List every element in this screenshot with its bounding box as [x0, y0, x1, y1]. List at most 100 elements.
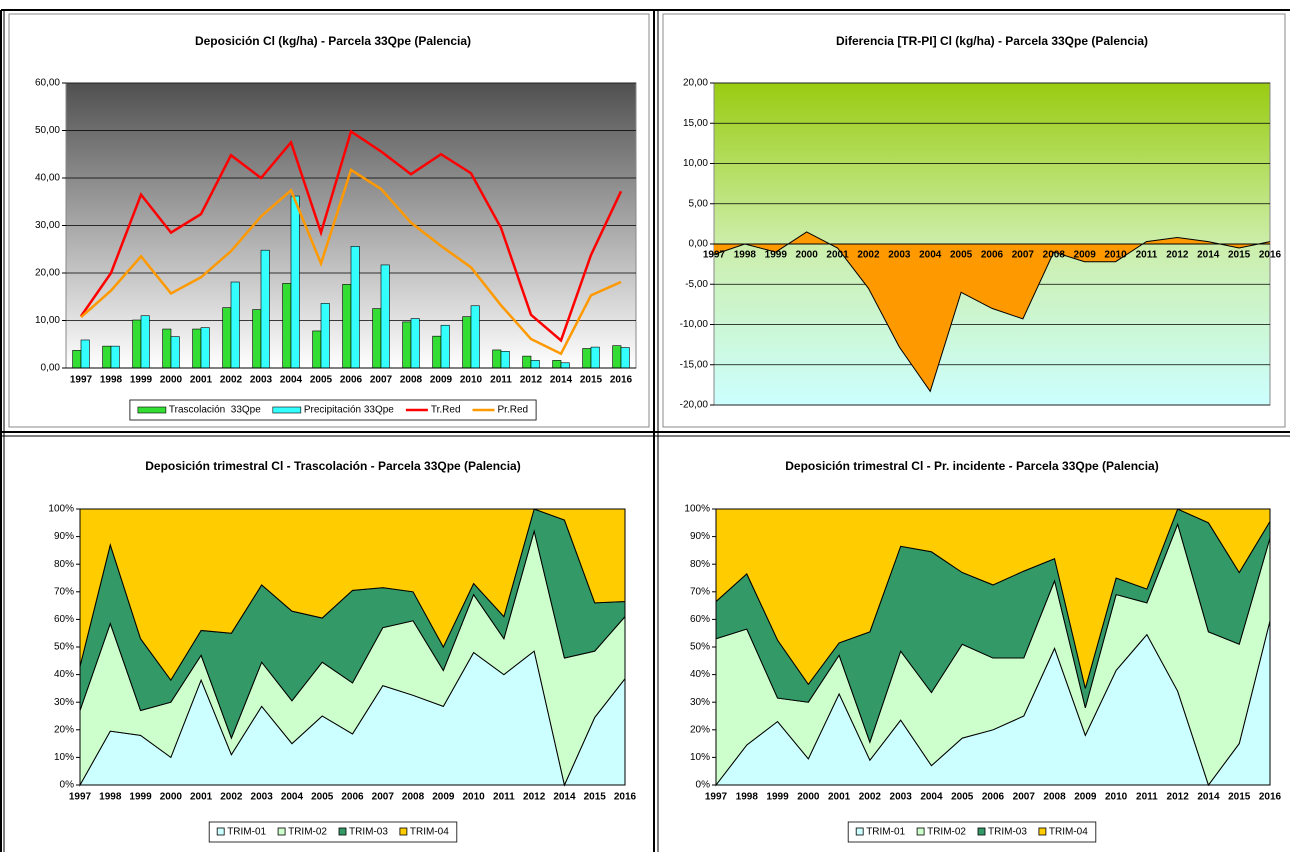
x-tick-label: 2004 — [919, 250, 942, 261]
y-tick-label: 20,00 — [683, 78, 708, 89]
bar — [492, 349, 502, 369]
legend-label: Pr.Red — [498, 405, 529, 416]
x-tick-label: 2004 — [281, 792, 304, 803]
y-tick-label: 50% — [54, 642, 74, 653]
x-tick-label: 2000 — [797, 792, 820, 803]
legend-swatch — [272, 406, 302, 414]
legend-label: TRIM-01 — [866, 827, 905, 838]
legend-label: TRIM-04 — [1049, 827, 1088, 838]
bar — [522, 355, 532, 369]
x-tick-label: 2002 — [859, 792, 882, 803]
x-tick-label: 2003 — [250, 375, 273, 386]
x-tick-label: 2002 — [857, 250, 880, 261]
x-tick-label: 2001 — [828, 792, 851, 803]
y-tick-label: 100% — [48, 504, 74, 515]
x-tick-label: 2002 — [220, 792, 243, 803]
y-tick-label: 60% — [690, 614, 710, 625]
y-tick-label: 80% — [690, 559, 710, 570]
x-tick-label: 2004 — [920, 792, 943, 803]
x-tick-label: 2008 — [1043, 250, 1066, 261]
bar — [102, 345, 112, 369]
y-tick-label: 10% — [690, 752, 710, 763]
bar — [290, 195, 300, 369]
bar — [230, 281, 240, 369]
x-tick-label: 2014 — [553, 792, 576, 803]
x-tick-label: 1997 — [70, 375, 93, 386]
bar — [552, 360, 562, 369]
legend: Trascolación 33Qpe Precipitación 33Qpe Tr.… — [137, 405, 529, 416]
x-tick-label: 1999 — [766, 792, 789, 803]
bar — [620, 347, 630, 369]
x-tick-label: 2005 — [311, 792, 334, 803]
legend: TRIM-01 TRIM-02 TRIM-03 TRIM-04 — [855, 827, 1088, 838]
legend: TRIM-01 TRIM-02 TRIM-03 TRIM-04 — [216, 827, 449, 838]
y-tick-label: 20,00 — [35, 268, 60, 279]
y-tick-label: 0% — [60, 780, 75, 791]
bar — [342, 284, 352, 369]
x-tick-label: 2015 — [1228, 250, 1251, 261]
y-tick-label: -5,00 — [685, 279, 708, 290]
x-tick-label: 2001 — [826, 250, 849, 261]
x-tick-label: 2011 — [1136, 250, 1158, 261]
x-tick-label: 2006 — [341, 792, 364, 803]
bar — [372, 308, 382, 369]
x-tick-label: 1997 — [705, 792, 728, 803]
bar — [170, 336, 180, 369]
bar — [72, 350, 82, 369]
x-tick-label: 2009 — [430, 375, 453, 386]
legend-swatch — [977, 827, 986, 836]
x-tick-label: 2015 — [1228, 792, 1251, 803]
y-tick-label: 10,00 — [35, 315, 60, 326]
x-tick-label: 2007 — [372, 792, 395, 803]
x-tick-label: 2012 — [1167, 792, 1190, 803]
bar — [80, 339, 90, 369]
x-tick-label: 2005 — [950, 250, 973, 261]
y-tick-label: 20% — [54, 724, 74, 735]
frames — [0, 9, 1290, 852]
legend-label: TRIM-01 — [227, 827, 266, 838]
bar — [432, 335, 442, 369]
x-tick-label: 2003 — [888, 250, 911, 261]
y-tick-label: -10,00 — [680, 319, 709, 330]
legend-swatch — [216, 827, 225, 836]
x-tick-label: 2007 — [1013, 792, 1036, 803]
y-tick-label: 40% — [54, 669, 74, 680]
y-tick-label: 60,00 — [35, 78, 60, 89]
legend-box — [847, 821, 1097, 843]
x-tick-label: 2010 — [1104, 250, 1127, 261]
y-tick-label: 0,00 — [689, 239, 709, 250]
x-tick-label: 1998 — [734, 250, 757, 261]
line — [79, 129, 623, 343]
x-tick-label: 2009 — [1074, 792, 1097, 803]
x-tick-label: 2000 — [160, 792, 183, 803]
chart-title: Diferencia [TR-PI] Cl (kg/ha) - Parcela … — [836, 34, 1148, 48]
legend-box — [129, 399, 537, 421]
bar — [440, 324, 450, 369]
x-tick-label: 2015 — [584, 792, 607, 803]
bar — [402, 321, 412, 369]
x-tick-label: 2012 — [1166, 250, 1189, 261]
legend-swatch — [855, 827, 864, 836]
x-tick-label: 2016 — [610, 375, 633, 386]
chart-frame — [662, 13, 1286, 428]
x-tick-label: 2005 — [951, 792, 974, 803]
x-tick-label: 2009 — [1074, 250, 1097, 261]
x-tick-label: 2006 — [340, 375, 363, 386]
y-tick-label: 30,00 — [35, 220, 60, 231]
x-tick-label: 2015 — [580, 375, 603, 386]
bar — [252, 309, 262, 369]
line — [713, 231, 1271, 393]
legend-label: Trascolación 33Qpe — [169, 405, 261, 416]
x-tick-label: 2007 — [370, 375, 393, 386]
legend-label: Tr.Red — [431, 405, 461, 416]
x-tick-label: 2010 — [462, 792, 485, 803]
x-tick-label: 2011 — [1136, 792, 1158, 803]
legend-label: TRIM-03 — [988, 827, 1027, 838]
x-tick-label: 2006 — [982, 792, 1005, 803]
x-tick-label: 2000 — [160, 375, 183, 386]
legend-swatch — [137, 406, 167, 414]
x-tick-label: 2010 — [460, 375, 483, 386]
legend-label: TRIM-02 — [927, 827, 966, 838]
bar — [162, 328, 172, 369]
